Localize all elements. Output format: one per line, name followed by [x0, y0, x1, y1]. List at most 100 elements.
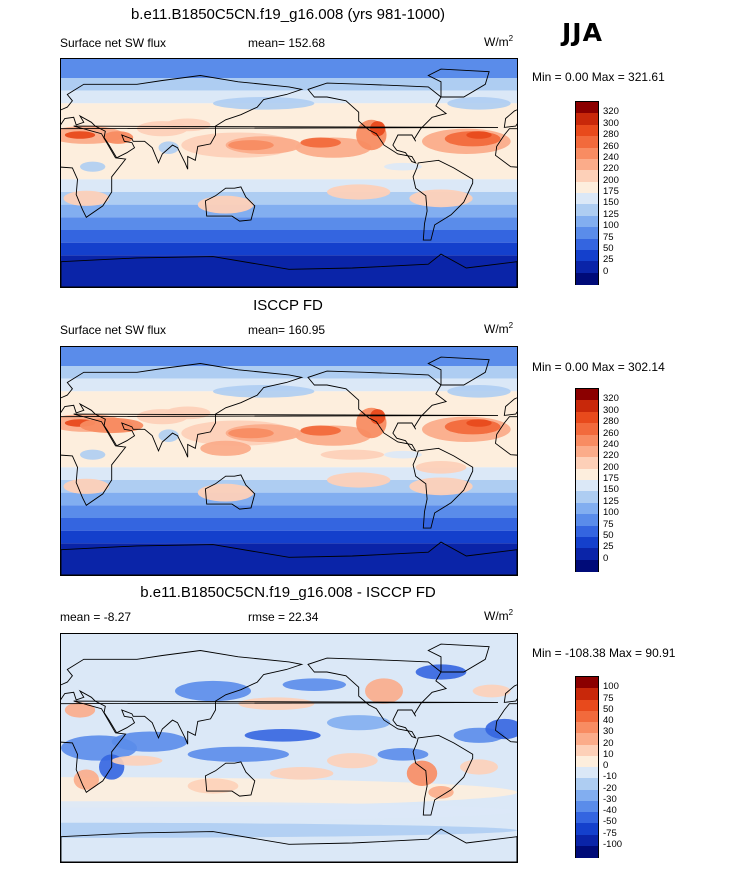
field-high	[80, 417, 144, 434]
panel3-title: b.e11.B1850C5CN.f19_g16.008 - ISCCP FD	[140, 584, 436, 601]
coastline	[61, 650, 304, 745]
field-low	[447, 385, 511, 398]
colorbar-tick-label: -20	[603, 782, 617, 794]
colorbar-tick-label: 150	[603, 484, 619, 496]
colorbar-swatch	[576, 767, 598, 779]
colorbar-swatch	[576, 204, 598, 217]
colorbar-swatch	[576, 800, 598, 813]
colorbar-tick-label: 150	[603, 197, 619, 209]
colorbar-swatch	[576, 445, 598, 458]
panel1-map	[60, 58, 518, 288]
field-band	[61, 347, 517, 366]
colorbar-tick-label: 100	[603, 507, 619, 519]
colorbar-swatch	[576, 502, 598, 515]
coastline	[307, 370, 448, 452]
field-band	[61, 378, 517, 392]
field-high	[370, 409, 386, 425]
coastline	[427, 68, 490, 98]
colorbar-tick-label: 300	[603, 117, 619, 129]
colorbar-swatch	[576, 525, 598, 538]
colorbar-swatch	[576, 113, 598, 126]
coastline	[204, 474, 256, 510]
field-high	[466, 131, 492, 139]
colorbar-swatch	[576, 261, 598, 274]
colorbar-tick-label: 200	[603, 174, 619, 186]
field-patch	[61, 801, 517, 822]
colorbar-tick-label: -30	[603, 793, 617, 805]
colorbar-tick-label: 280	[603, 416, 619, 428]
field-band	[61, 242, 517, 256]
colorbar-tick-label: 20	[603, 737, 614, 749]
panel3-rmse: rmse = 22.34	[248, 610, 319, 624]
field-band	[61, 90, 517, 104]
colorbar-swatch	[576, 755, 598, 768]
colorbar-swatch	[576, 823, 598, 835]
field-high	[200, 440, 252, 456]
colorbar-swatch	[576, 468, 598, 481]
colorbar-swatch	[576, 514, 598, 526]
colorbar-swatch	[576, 688, 598, 700]
panel3-minmax: Min = -108.38 Max = 90.91	[532, 646, 676, 660]
field-low	[80, 161, 106, 172]
colorbar-tick-label: -40	[603, 805, 617, 816]
coastline	[61, 413, 499, 506]
colorbar-tick-label: 75	[603, 692, 614, 704]
field-high	[63, 190, 110, 206]
field-patch	[73, 769, 99, 790]
colorbar-swatch	[576, 733, 598, 745]
field-low	[80, 449, 106, 460]
field-low	[158, 141, 179, 154]
field-high	[415, 461, 467, 474]
field-band	[61, 467, 517, 480]
colorbar-swatch	[576, 789, 598, 802]
colorbar-tick-label: 175	[603, 186, 619, 197]
colorbar-swatch	[576, 227, 598, 239]
colorbar-swatch	[576, 536, 598, 549]
colorbar-swatch	[576, 559, 598, 572]
panel1-colorbar	[575, 101, 599, 285]
field-high	[63, 478, 110, 494]
field-patch	[244, 729, 321, 742]
panel3-colorbar	[575, 676, 599, 858]
colorbar-swatch	[576, 457, 598, 470]
panel3-map	[60, 633, 518, 863]
field-low	[384, 162, 422, 171]
field-patch	[61, 822, 517, 838]
field-high	[300, 137, 341, 148]
colorbar-swatch	[576, 215, 598, 228]
field-patch	[61, 735, 137, 761]
field-high	[300, 425, 341, 436]
field-high	[320, 449, 385, 460]
colorbar-swatch	[576, 249, 598, 262]
field-low	[384, 450, 422, 459]
colorbar-tick-label: -100	[603, 838, 623, 850]
field-high	[327, 184, 391, 200]
field-patch	[282, 678, 346, 691]
field-high	[228, 140, 274, 151]
field-high	[64, 131, 96, 139]
panel1-units: W/m2	[484, 34, 514, 49]
panel1-minmax: Min = 0.00 Max = 321.61	[532, 70, 665, 84]
colorbar-swatch	[576, 238, 598, 251]
panel1-title: b.e11.B1850C5CN.f19_g16.008 (yrs 981-100…	[130, 6, 446, 23]
field-patch	[428, 786, 454, 799]
panel1-left-text: Surface net SW flux	[60, 36, 167, 50]
field-band	[61, 179, 517, 192]
coastline	[495, 703, 517, 743]
field-low	[158, 429, 179, 442]
colorbar-tick-label: 280	[603, 129, 619, 141]
colorbar-swatch	[576, 677, 598, 689]
field-high	[327, 472, 391, 488]
colorbar-swatch	[576, 147, 598, 160]
coastline	[307, 657, 448, 739]
colorbar-swatch	[576, 136, 598, 148]
field-band	[61, 391, 517, 404]
coastline	[427, 356, 490, 386]
field-band	[61, 530, 517, 544]
field-patch	[406, 760, 438, 786]
field-patch	[187, 746, 289, 762]
colorbar-tick-label: 125	[603, 208, 619, 220]
colorbar-tick-label: 300	[603, 404, 619, 416]
field-band	[61, 192, 517, 205]
colorbar-swatch	[576, 423, 598, 435]
